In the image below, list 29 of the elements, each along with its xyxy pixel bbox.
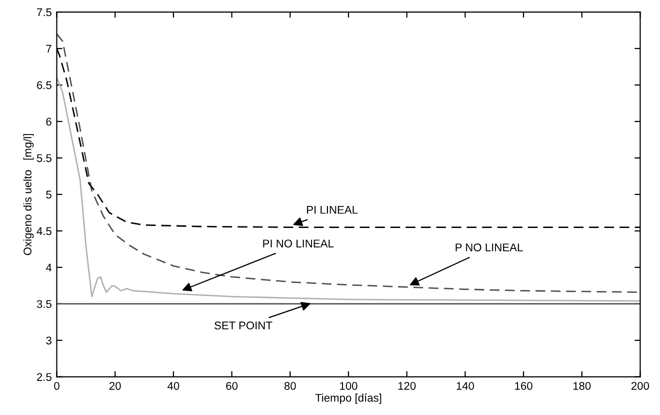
x-tick-label: 160 bbox=[515, 382, 532, 390]
x-tick-label: 40 bbox=[168, 382, 180, 390]
x-tick-label: 120 bbox=[398, 382, 416, 390]
y-tick-label: 2.5 bbox=[37, 373, 52, 381]
annotation: PI NO LINEAL bbox=[263, 240, 334, 248]
x-tick-label: 140 bbox=[456, 382, 474, 390]
y-tick-label: 7.5 bbox=[37, 8, 52, 16]
annotation: SET POINT bbox=[214, 322, 272, 330]
x-tick-label: 180 bbox=[573, 382, 591, 390]
x-tick-label: 0 bbox=[54, 382, 60, 390]
line-series bbox=[56, 77, 640, 302]
y-tick-label: 6.5 bbox=[37, 81, 52, 90]
annotation: P NO LINEAL bbox=[456, 243, 523, 252]
x-axis-title: Tiempo [días] bbox=[315, 393, 382, 404]
annotation: PI LINEAL bbox=[307, 206, 358, 214]
y-tick-label: 5.5 bbox=[36, 154, 52, 162]
x-tick-label: 80 bbox=[284, 382, 296, 390]
x-tick-label: 20 bbox=[109, 382, 121, 390]
y-tick-label: 4 bbox=[46, 264, 52, 272]
y-axis-title: Oxigeno dis uelto [mg/l] bbox=[23, 134, 34, 256]
x-tick-label: 60 bbox=[226, 382, 238, 390]
x-tick-label: 100 bbox=[340, 382, 358, 390]
y-tick-label: 7 bbox=[46, 44, 52, 53]
y-tick-label: 3 bbox=[46, 336, 52, 344]
y-tick-label: 4.5 bbox=[36, 227, 52, 236]
y-tick-label: 3.5 bbox=[36, 300, 52, 308]
x-tick-label: 200 bbox=[631, 382, 650, 390]
y-tick-label: 5 bbox=[46, 190, 52, 199]
y-tick-label: 6 bbox=[46, 118, 52, 126]
